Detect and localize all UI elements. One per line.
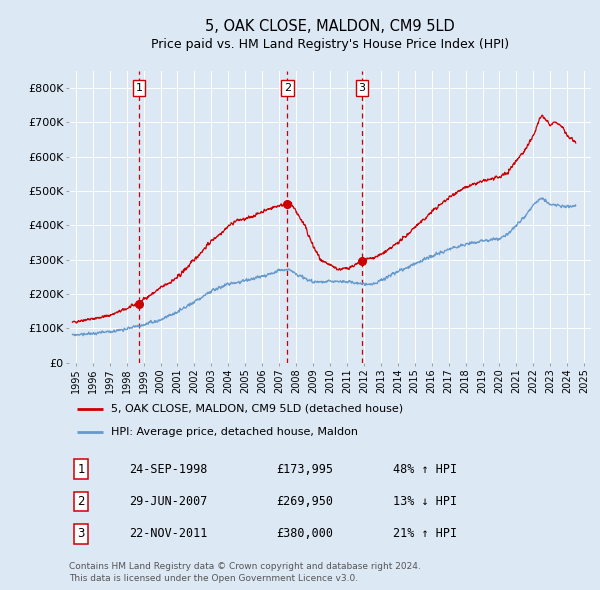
Text: Price paid vs. HM Land Registry's House Price Index (HPI): Price paid vs. HM Land Registry's House …: [151, 38, 509, 51]
Text: 48% ↑ HPI: 48% ↑ HPI: [393, 463, 457, 476]
Text: 2: 2: [284, 83, 291, 93]
Text: £269,950: £269,950: [276, 495, 333, 508]
Text: 3: 3: [359, 83, 365, 93]
Text: 22-NOV-2011: 22-NOV-2011: [129, 527, 208, 540]
Text: £380,000: £380,000: [276, 527, 333, 540]
Text: £173,995: £173,995: [276, 463, 333, 476]
Text: 13% ↓ HPI: 13% ↓ HPI: [393, 495, 457, 508]
Text: 1: 1: [136, 83, 142, 93]
Text: 24-SEP-1998: 24-SEP-1998: [129, 463, 208, 476]
Text: 5, OAK CLOSE, MALDON, CM9 5LD: 5, OAK CLOSE, MALDON, CM9 5LD: [205, 19, 455, 34]
Text: Contains HM Land Registry data © Crown copyright and database right 2024.
This d: Contains HM Land Registry data © Crown c…: [69, 562, 421, 583]
Text: 5, OAK CLOSE, MALDON, CM9 5LD (detached house): 5, OAK CLOSE, MALDON, CM9 5LD (detached …: [110, 404, 403, 414]
Text: 2: 2: [77, 495, 85, 508]
Text: 29-JUN-2007: 29-JUN-2007: [129, 495, 208, 508]
Text: 3: 3: [77, 527, 85, 540]
Text: 1: 1: [77, 463, 85, 476]
Text: 21% ↑ HPI: 21% ↑ HPI: [393, 527, 457, 540]
Text: HPI: Average price, detached house, Maldon: HPI: Average price, detached house, Mald…: [110, 427, 358, 437]
